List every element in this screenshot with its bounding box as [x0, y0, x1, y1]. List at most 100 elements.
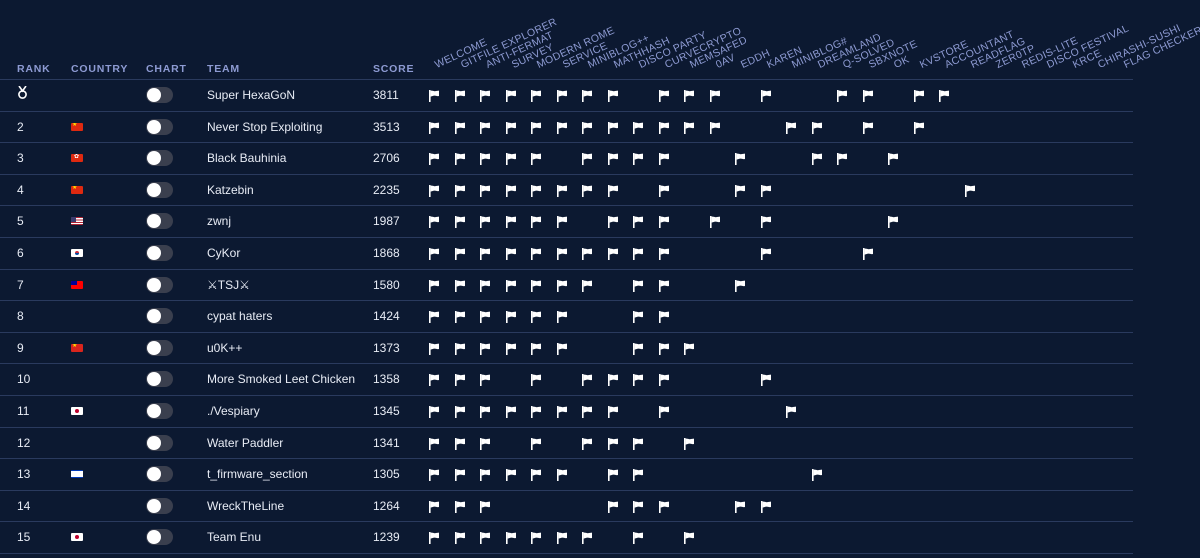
- team-score: 1424: [373, 309, 400, 324]
- chart-toggle[interactable]: [146, 402, 173, 419]
- country-cell: [71, 533, 83, 542]
- solved-flag-icon: [658, 374, 669, 387]
- chart-toggle[interactable]: [146, 497, 173, 514]
- solved-flag-icon: [633, 500, 643, 513]
- solved-flag-icon: [454, 216, 465, 229]
- team-name[interactable]: Never Stop Exploiting: [207, 119, 323, 134]
- solved-flag-icon: [786, 121, 796, 134]
- team-score: 1868: [373, 245, 400, 260]
- solved-flag-icon: [454, 311, 465, 324]
- solved-flag-icon: [480, 469, 490, 482]
- solved-flag-icon: [531, 247, 541, 260]
- rank-value: 8: [17, 309, 24, 324]
- rank-value: 12: [17, 435, 31, 450]
- solved-flag-icon: [837, 153, 847, 166]
- solved-flag-icon: [811, 469, 822, 482]
- chart-toggle[interactable]: [146, 87, 173, 103]
- toggle-knob: [147, 435, 161, 450]
- team-name[interactable]: WreckTheLine: [207, 498, 285, 513]
- chart-toggle[interactable]: [146, 434, 173, 451]
- chart-toggle[interactable]: [146, 244, 173, 261]
- table-row: 2 Never Stop Exploiting 3513: [0, 112, 1133, 144]
- table-row: 14 WreckTheLine 1264: [0, 491, 1133, 523]
- country-flag-icon-us: [71, 217, 83, 226]
- solved-flag-icon: [658, 90, 669, 102]
- team-name[interactable]: Black Bauhinia: [207, 151, 287, 166]
- chart-toggle[interactable]: [146, 213, 173, 230]
- solved-flag-icon: [811, 121, 822, 134]
- table-row: 7 ⚔TSJ⚔ 1580: [0, 270, 1133, 302]
- rank-column-header[interactable]: RANK: [17, 63, 51, 75]
- solved-flag-icon: [429, 121, 439, 134]
- team-score: 1345: [373, 403, 400, 418]
- chart-toggle[interactable]: [146, 339, 173, 356]
- toggle-knob: [147, 277, 161, 292]
- solved-flag-icon: [429, 216, 439, 229]
- team-name[interactable]: t_firmware_section: [207, 467, 308, 482]
- solved-flag-icon: [505, 342, 516, 355]
- rank-value: [17, 80, 28, 111]
- team-name[interactable]: u0K++: [207, 340, 243, 355]
- solved-flag-icon: [556, 532, 567, 545]
- scoreboard-header: RANK COUNTRY CHART TEAM SCORE WELCOME GIT…: [0, 0, 1200, 80]
- solved-flag-icon: [658, 279, 669, 292]
- chart-toggle[interactable]: [146, 371, 173, 388]
- chart-column-header[interactable]: CHART: [146, 63, 187, 75]
- solved-flag-icon: [531, 405, 541, 418]
- team-name[interactable]: zwnj: [207, 214, 232, 229]
- team-name[interactable]: Water Paddler: [207, 435, 284, 450]
- team-name[interactable]: Super HexaGoN: [207, 88, 296, 102]
- solved-flag-icon: [480, 405, 490, 418]
- solved-flag-icon: [582, 121, 592, 134]
- chart-toggle[interactable]: [146, 150, 173, 167]
- solved-flag-icon: [633, 121, 643, 134]
- chart-toggle[interactable]: [146, 308, 173, 325]
- team-score: 1358: [373, 372, 400, 387]
- solved-flag-icon: [582, 405, 592, 418]
- solved-flag-icon: [429, 405, 439, 418]
- team-name[interactable]: ./Vespiary: [207, 403, 260, 418]
- chart-toggle[interactable]: [146, 118, 173, 135]
- solved-flag-icon: [607, 247, 618, 260]
- solved-flag-icon: [454, 279, 465, 292]
- solved-flag-icon: [556, 279, 567, 292]
- solved-flag-icon: [480, 437, 490, 450]
- chart-toggle[interactable]: [146, 181, 173, 198]
- country-cell: [71, 154, 83, 163]
- solved-flag-icon: [531, 121, 541, 134]
- toggle-knob: [147, 245, 161, 260]
- solved-flag-icon: [760, 90, 771, 102]
- solved-flag-icon: [607, 184, 618, 197]
- country-column-header[interactable]: COUNTRY: [71, 63, 129, 75]
- chart-toggle[interactable]: [146, 529, 173, 546]
- team-name[interactable]: cypat haters: [207, 309, 273, 324]
- solved-flag-icon: [480, 279, 490, 292]
- solved-flag-icon: [939, 90, 949, 102]
- toggle-knob: [147, 530, 161, 545]
- country-flag-icon-jp: [71, 533, 83, 542]
- team-name[interactable]: ⚔TSJ⚔: [207, 277, 250, 292]
- score-column-header[interactable]: SCORE: [373, 63, 415, 75]
- rank-value: 9: [17, 340, 24, 355]
- chart-toggle[interactable]: [146, 276, 173, 293]
- team-column-header[interactable]: TEAM: [207, 63, 240, 75]
- chart-toggle[interactable]: [146, 466, 173, 483]
- solved-flag-icon: [480, 532, 490, 545]
- solved-flag-icon: [505, 90, 516, 102]
- solved-flag-icon: [429, 374, 439, 387]
- team-name[interactable]: More Smoked Leet Chicken: [207, 372, 356, 387]
- country-cell: [71, 280, 83, 290]
- team-name[interactable]: CyKor: [207, 245, 241, 260]
- solved-flag-icon: [505, 311, 516, 324]
- solved-flag-icon: [607, 90, 618, 102]
- solved-flag-icon: [964, 184, 975, 197]
- solved-flag-icon: [888, 216, 898, 229]
- solved-flag-icon: [531, 216, 541, 229]
- solved-flag-icon: [480, 153, 490, 166]
- header-divider: [0, 79, 1133, 80]
- team-name[interactable]: Katzebin: [207, 182, 254, 197]
- solved-flag-icon: [505, 184, 516, 197]
- team-name[interactable]: Team Enu: [207, 530, 262, 545]
- solved-flag-icon: [454, 247, 465, 260]
- solved-flag-icon: [633, 437, 643, 450]
